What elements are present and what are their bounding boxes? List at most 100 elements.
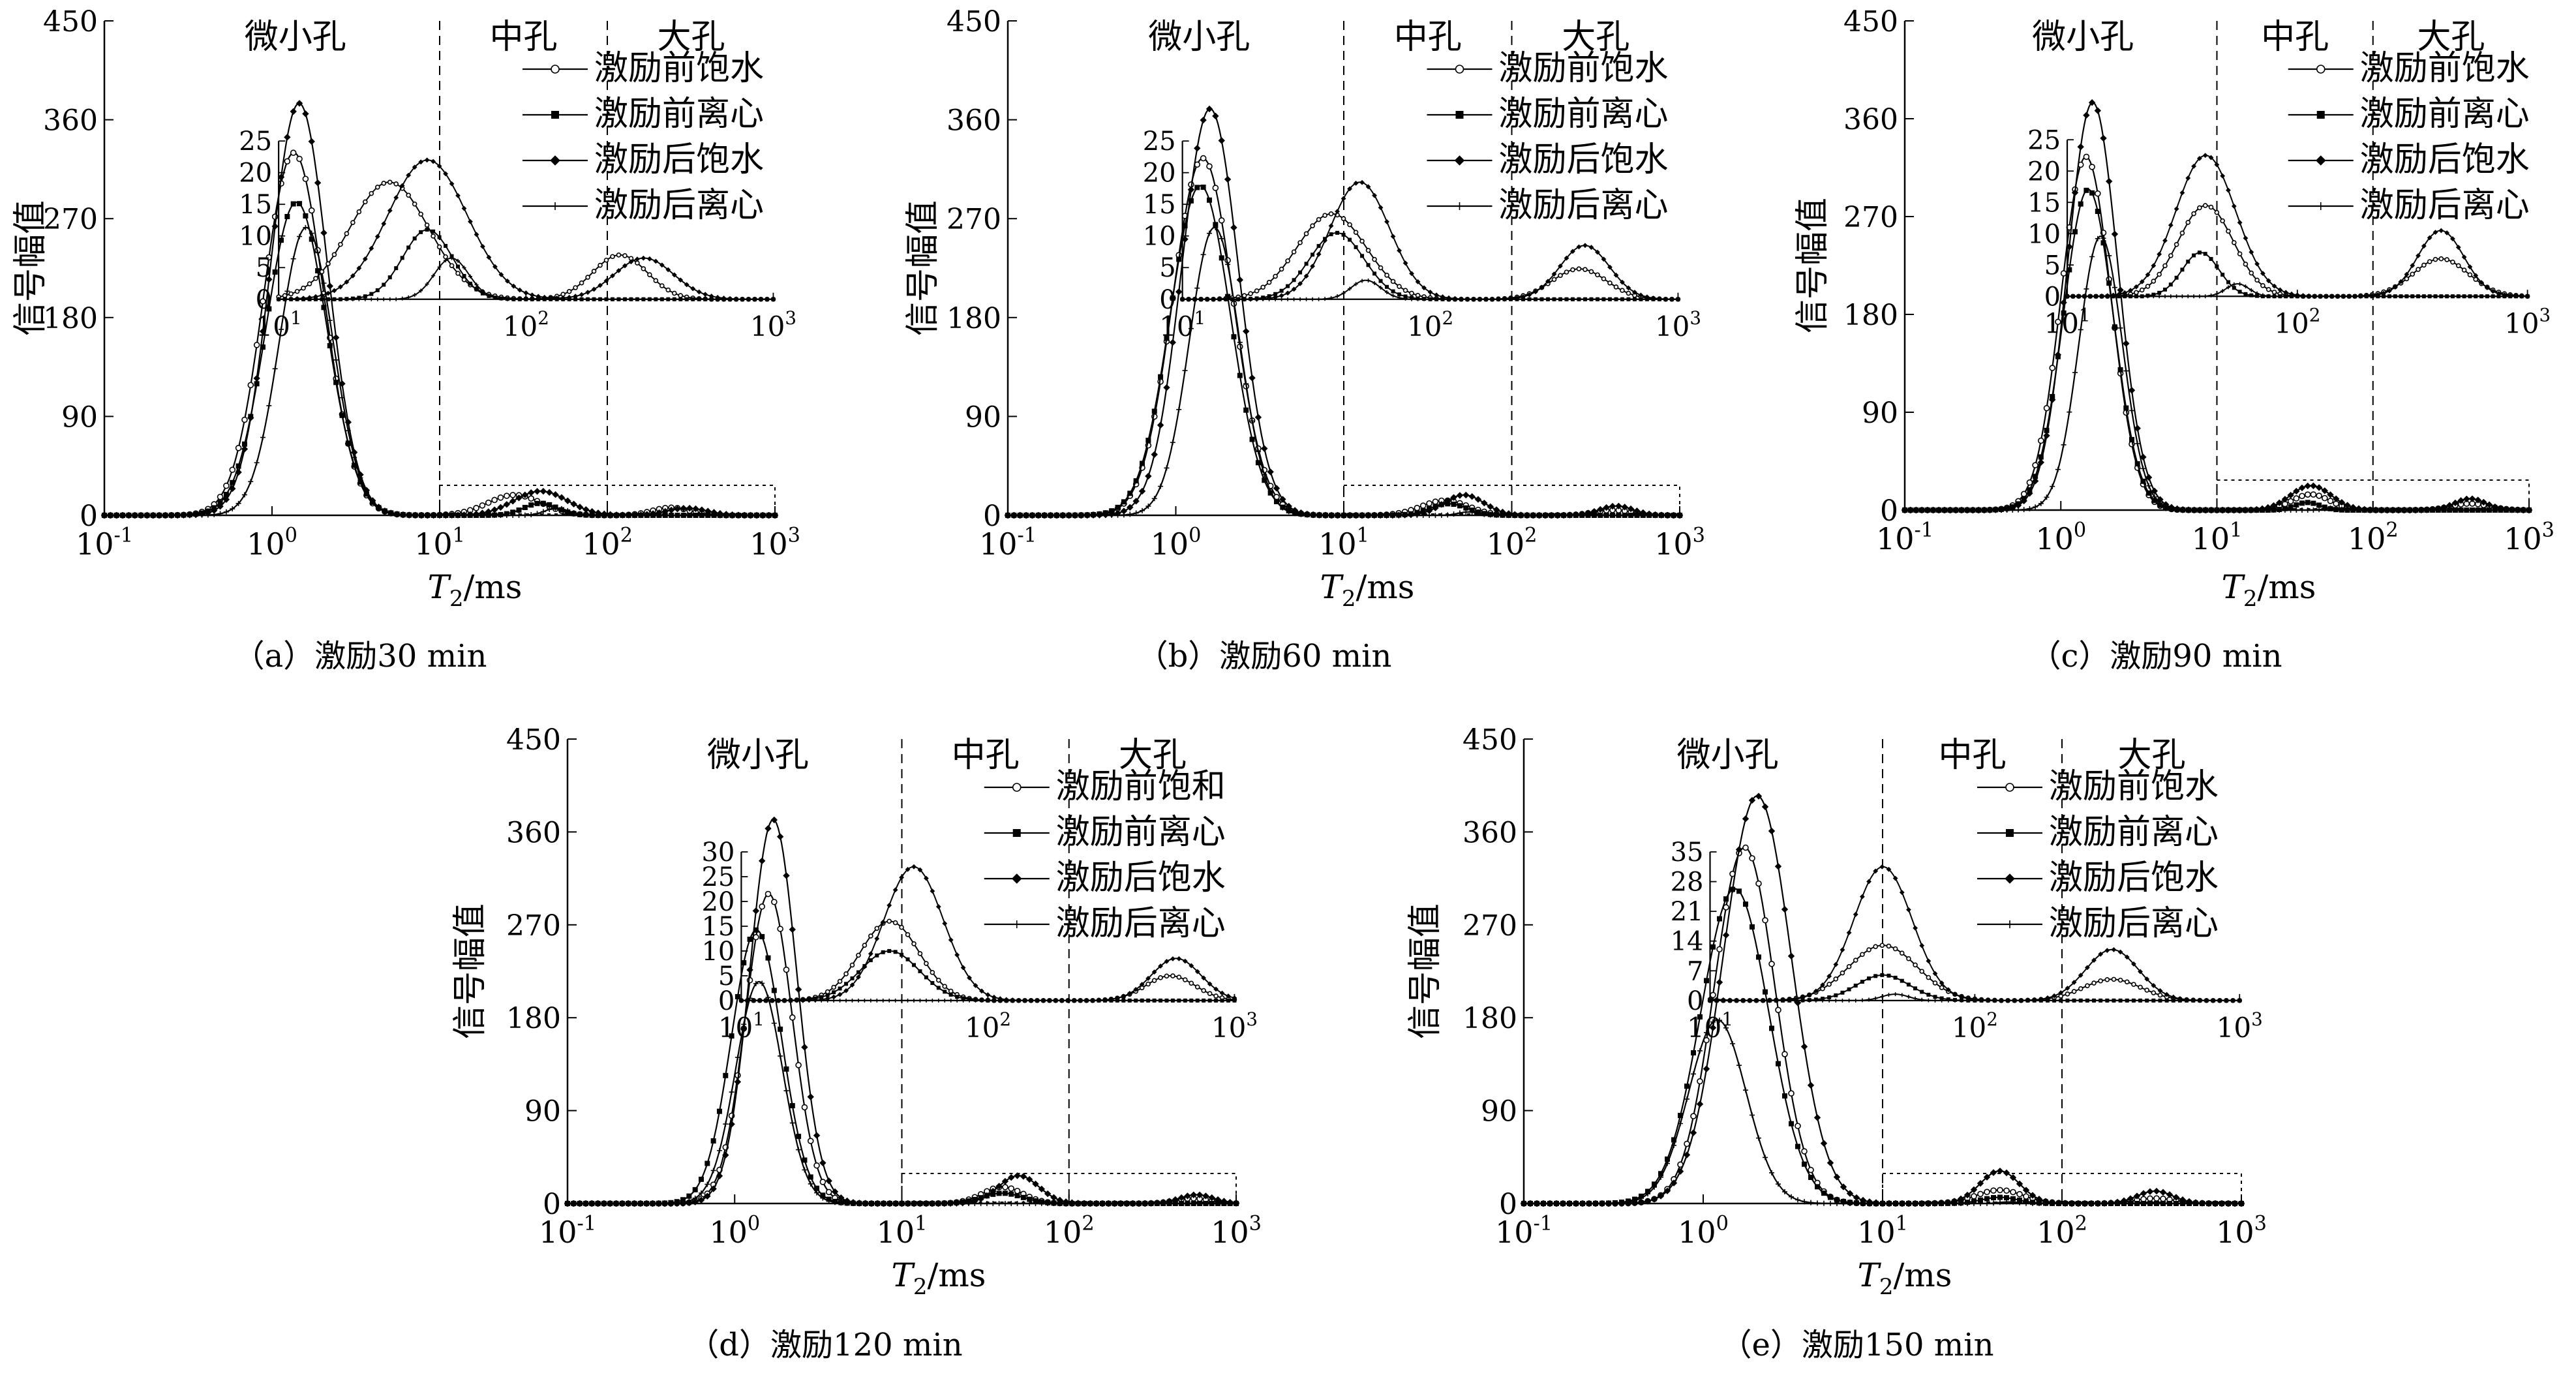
data-point	[1813, 1114, 1821, 1121]
inset-y-tick-label: 25	[239, 127, 272, 157]
inset-y-tick-label: 15	[1143, 190, 1176, 220]
data-point	[2146, 490, 2152, 496]
data-point	[517, 297, 522, 301]
data-point	[1209, 1201, 1215, 1206]
data-point	[1847, 998, 1851, 1003]
data-point	[2060, 270, 2067, 277]
data-point	[1521, 294, 1526, 299]
data-point	[2496, 294, 2501, 299]
data-point	[332, 334, 340, 341]
data-point	[610, 254, 615, 260]
data-point	[2237, 251, 2243, 256]
data-point	[1151, 978, 1157, 983]
data-point	[1164, 335, 1170, 341]
data-point	[2446, 502, 2453, 509]
data-point	[892, 887, 898, 893]
data-point	[1545, 297, 1550, 301]
data-point	[1097, 513, 1102, 518]
data-point	[296, 155, 303, 162]
data-point	[1192, 297, 1197, 301]
data-point	[1020, 1173, 1027, 1180]
data-point	[1860, 998, 1864, 1003]
data-point	[2353, 294, 2357, 299]
data-point	[704, 1192, 711, 1200]
data-point	[2231, 507, 2237, 513]
data-point	[1632, 290, 1637, 295]
data-point	[1496, 297, 1501, 301]
data-point	[1628, 513, 1634, 518]
data-point	[2203, 294, 2207, 299]
inset-x-tick-label: 103	[750, 307, 796, 342]
data-point	[1502, 297, 1507, 301]
data-point	[2214, 209, 2220, 215]
data-point	[1213, 986, 1219, 992]
data-point	[795, 1062, 802, 1068]
data-point	[326, 290, 331, 296]
data-point	[776, 833, 784, 840]
data-point	[1840, 947, 1845, 953]
data-point	[370, 499, 376, 505]
data-point	[2293, 495, 2300, 502]
data-point	[2098, 951, 2104, 957]
data-point	[936, 998, 941, 1003]
data-point	[942, 920, 948, 926]
data-point	[1261, 297, 1265, 301]
inset-y-tick-label: 15	[701, 912, 735, 942]
data-point	[802, 1157, 808, 1163]
data-point	[2043, 432, 2050, 440]
data-point	[1564, 297, 1569, 301]
data-point	[1389, 513, 1395, 518]
data-point	[297, 234, 303, 239]
data-point	[2186, 260, 2190, 264]
data-point	[260, 298, 266, 305]
data-point	[424, 157, 430, 163]
data-point	[1558, 273, 1563, 279]
data-point	[217, 493, 224, 500]
data-point	[319, 269, 325, 275]
x-tick-label: 103	[2504, 519, 2554, 556]
x-tick-label: 101	[414, 524, 465, 562]
data-point	[1873, 944, 1878, 949]
data-point	[961, 998, 965, 1003]
data-point	[1846, 930, 1852, 935]
data-point	[241, 492, 247, 498]
data-point	[2304, 482, 2311, 490]
data-point	[716, 1172, 723, 1179]
data-point	[862, 998, 867, 1003]
data-point	[1310, 264, 1315, 269]
data-point	[2098, 978, 2103, 984]
data-point	[1384, 273, 1389, 278]
data-point	[350, 297, 355, 301]
data-point	[2134, 294, 2138, 299]
data-point	[1684, 1096, 1690, 1102]
data-point	[705, 507, 712, 515]
data-point	[2131, 961, 2136, 967]
data-point	[492, 295, 497, 300]
data-point	[2099, 294, 2104, 299]
data-point	[2032, 998, 2037, 1003]
legend-entry: 激励前离心	[1499, 95, 1669, 134]
data-point	[1545, 279, 1551, 284]
data-point	[2249, 270, 2254, 276]
data-point	[954, 1201, 960, 1206]
inset-y-tick-label: 10	[701, 937, 735, 967]
data-point	[2393, 294, 2397, 299]
data-point	[1211, 297, 1216, 301]
data-point	[2513, 294, 2518, 299]
data-point	[400, 512, 406, 518]
data-point	[1607, 264, 1613, 270]
data-point	[1453, 297, 1457, 301]
inset-series-line	[1182, 213, 1678, 300]
x-axis-label: T2/ms	[892, 1256, 986, 1300]
data-point	[132, 513, 138, 518]
data-point	[381, 181, 387, 186]
data-point	[1121, 512, 1127, 518]
data-point	[1620, 279, 1625, 285]
data-point	[1595, 249, 1600, 255]
data-point	[1206, 163, 1213, 170]
data-point	[1205, 105, 1213, 113]
data-point	[1879, 943, 1885, 948]
data-point	[1576, 244, 1582, 250]
data-point	[979, 998, 984, 1003]
x-tick-label: 100	[247, 524, 297, 562]
